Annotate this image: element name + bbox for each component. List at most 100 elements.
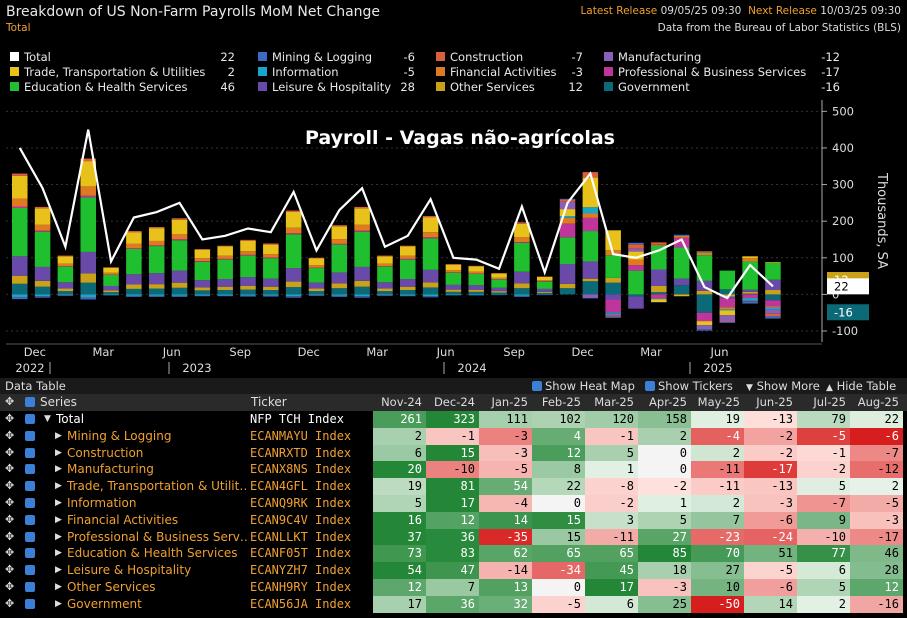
bar-segment [491,287,507,292]
col-header-month[interactable]: Aug-25 [857,395,899,409]
move-icon[interactable]: ✥ [5,563,15,577]
bar-segment [171,287,188,295]
expand-right-icon[interactable]: ▶ [55,598,62,609]
legend-item[interactable]: Total [10,50,51,65]
expand-down-icon[interactable]: ▼ [44,414,51,424]
toggle-heat-map[interactable]: Show Heat Map [532,379,635,393]
row-checkbox[interactable] [25,464,35,475]
move-icon[interactable]: ✥ [5,546,15,560]
move-icon[interactable]: ✥ [5,395,15,408]
bar-segment [194,280,211,288]
bar-segment [696,290,713,295]
legend-item[interactable]: Financial Activities [436,65,556,80]
value-cell: 65 [585,545,638,563]
expand-right-icon[interactable]: ▶ [55,447,62,458]
legend-item[interactable]: Other Services [436,80,535,95]
bar-segment [400,259,416,280]
row-checkbox[interactable] [25,498,35,508]
legend-item[interactable]: Government [604,80,690,95]
select-all-checkbox[interactable] [25,397,35,407]
value-cell: 2 [691,495,744,512]
table-row[interactable]: ✥ ▶ Leisure & Hospitality ECANYZH7 Index 54 4… [0,562,907,579]
bar-segment [651,244,667,246]
table-row[interactable]: ✥ ▶ Government ECAN56JA Index 17 36 32 -5 6 25 -50… [0,595,907,613]
x-month-label: Dec [24,345,46,359]
move-icon[interactable]: ✥ [5,462,15,476]
table-row[interactable]: ✥ ▶ Trade, Transportation & Utilit… ECAN4GF… [0,478,907,495]
bar-segment [80,197,96,252]
legend-item[interactable]: Professional & Business Services [604,65,806,80]
col-header-month[interactable]: Jan-25 [491,395,528,409]
move-icon[interactable]: ✥ [5,479,15,493]
move-icon[interactable]: ✥ [5,596,15,610]
expand-right-icon[interactable]: ▶ [55,481,62,492]
bar-segment [651,299,667,303]
expand-right-icon[interactable]: ▶ [55,548,62,559]
col-header-month[interactable]: Nov-24 [381,395,422,409]
move-icon[interactable]: ✥ [5,496,15,509]
row-checkbox[interactable] [25,582,35,592]
table-row[interactable]: ✥ ▶ Education & Health Services ECANF05T In… [0,545,907,563]
move-icon[interactable]: ✥ [5,428,15,442]
tickers-checkbox[interactable] [645,381,655,391]
move-icon[interactable]: ✥ [5,445,15,459]
legend-item[interactable]: Trade, Transportation & Utilities [10,65,205,80]
row-checkbox[interactable] [25,514,35,525]
table-row[interactable]: ✥ ▶ Information ECANQ9RK Index 5 17 -4 0 -2 1 2 -3-… [0,495,907,512]
col-header-month[interactable]: Mar-25 [594,395,634,409]
table-row[interactable]: ✥ ▼ Total NFP TCH Index 261 323 111 102 120 158 19… [0,411,907,428]
show-more-button[interactable]: ▼ Show More [746,379,820,393]
col-header-month[interactable]: Jul-25 [813,395,846,409]
row-checkbox[interactable] [25,481,35,492]
move-icon[interactable]: ✥ [5,580,15,593]
table-row[interactable]: ✥ ▶ Financial Activities ECAN9C4V Index 16 12… [0,511,907,529]
bar-segment [171,294,188,296]
bar-segment [263,258,279,279]
expand-right-icon[interactable]: ▶ [55,498,62,508]
legend-item[interactable]: Information [258,65,339,80]
row-checkbox[interactable] [25,565,35,576]
col-header-month[interactable]: May-25 [697,395,740,409]
bar-segment [57,288,74,292]
hide-table-button[interactable]: ▲ Hide Table [826,379,896,393]
col-header-month[interactable]: Feb-25 [541,395,581,409]
value-cell: -2 [744,427,797,445]
expand-right-icon[interactable]: ▶ [55,531,62,542]
expand-right-icon[interactable]: ▶ [55,514,62,525]
col-header-month[interactable]: Apr-25 [649,395,687,409]
expand-right-icon[interactable]: ▶ [55,464,62,475]
bar-segment [148,273,165,285]
bar-segment [673,278,690,286]
heat-map-checkbox[interactable] [532,381,542,391]
move-icon[interactable]: ✥ [5,412,15,425]
row-checkbox[interactable] [25,414,35,424]
expand-right-icon[interactable]: ▶ [55,430,62,441]
row-checkbox[interactable] [25,430,35,441]
col-header-month[interactable]: Dec-24 [433,395,475,409]
legend-item[interactable]: Manufacturing [604,50,701,65]
table-row[interactable]: ✥ ▶ Mining & Logging ECANMAYU Index 2 -1 -3 4 -1… [0,427,907,445]
legend-item[interactable]: Construction [436,50,523,65]
expand-right-icon[interactable]: ▶ [55,582,62,592]
bar-segment [696,252,713,256]
col-header-month[interactable]: Jun-25 [756,395,793,409]
table-row[interactable]: ✥ ▶ Other Services ECANH9RY Index 12 7 13 0 17 -3… [0,579,907,596]
legend-item[interactable]: Mining & Logging [258,50,372,65]
col-header-series[interactable]: Series [40,395,77,409]
legend-item[interactable]: Education & Health Services [10,80,187,95]
move-icon[interactable]: ✥ [5,529,15,543]
table-row[interactable]: ✥ ▶ Manufacturing ECANX8NS Index 20 -10 -5 8 1 0-… [0,461,907,479]
toggle-tickers[interactable]: Show Tickers [645,379,733,393]
col-header-ticker[interactable]: Ticker [251,395,287,409]
table-row[interactable]: ✥ ▶ Professional & Business Serv… ECANLLKT … [0,528,907,546]
row-checkbox[interactable] [25,447,35,458]
table-row[interactable]: ✥ ▶ Construction ECANRXTD Index 6 15 -3 12 5 0 2 -2… [0,444,907,462]
row-checkbox[interactable] [25,548,35,559]
row-checkbox[interactable] [25,531,35,542]
move-icon[interactable]: ✥ [5,512,15,526]
legend-item[interactable]: Leisure & Hospitality [258,80,391,95]
row-checkbox[interactable] [25,598,35,609]
bar-segment [308,294,325,296]
value-cell: -5 [532,595,585,613]
expand-right-icon[interactable]: ▶ [55,565,62,576]
